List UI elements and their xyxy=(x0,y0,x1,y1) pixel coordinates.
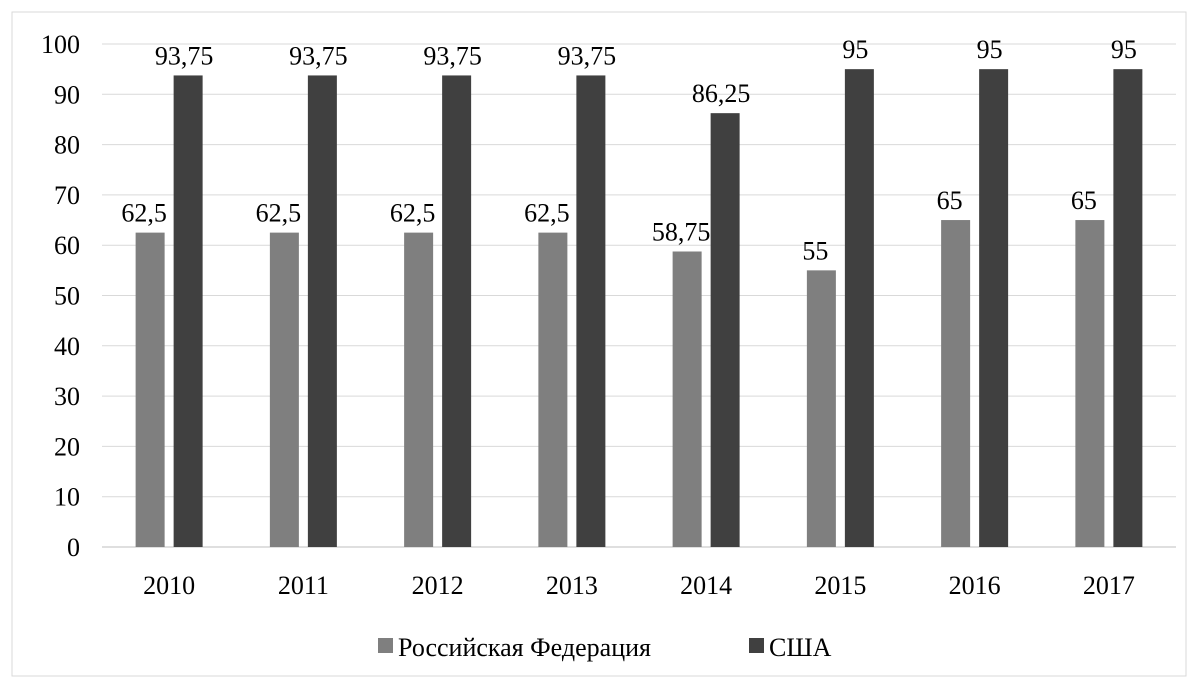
bar xyxy=(844,69,874,548)
bar xyxy=(442,75,472,547)
x-tick-label: 2012 xyxy=(412,571,464,600)
value-label: 93,75 xyxy=(558,41,617,70)
bar xyxy=(1075,220,1105,548)
value-label: 55 xyxy=(802,236,828,265)
value-label: 62,5 xyxy=(524,199,570,228)
y-tick-label: 60 xyxy=(54,231,80,260)
y-tick-label: 80 xyxy=(54,131,80,160)
value-label: 58,75 xyxy=(652,217,711,246)
y-tick-label: 50 xyxy=(54,282,80,311)
x-tick-label: 2014 xyxy=(680,571,732,600)
y-tick-label: 10 xyxy=(54,483,80,512)
y-tick-label: 70 xyxy=(54,181,80,210)
value-label: 95 xyxy=(977,35,1003,64)
y-tick-label: 90 xyxy=(54,80,80,109)
bar xyxy=(672,251,702,548)
x-tick-label: 2017 xyxy=(1083,571,1135,600)
x-tick-label: 2016 xyxy=(949,571,1001,600)
value-label: 65 xyxy=(937,186,963,215)
y-tick-label: 100 xyxy=(41,30,80,59)
x-tick-label: 2011 xyxy=(278,571,329,600)
bar xyxy=(1113,69,1143,548)
value-label: 93,75 xyxy=(155,41,214,70)
value-label: 95 xyxy=(1111,35,1137,64)
y-tick-label: 0 xyxy=(67,533,80,562)
value-label: 93,75 xyxy=(289,41,348,70)
value-label: 62,5 xyxy=(121,199,167,228)
y-tick-label: 30 xyxy=(54,382,80,411)
x-tick-label: 2015 xyxy=(814,571,866,600)
legend-swatch xyxy=(749,638,764,653)
value-label: 93,75 xyxy=(423,41,482,70)
bar xyxy=(404,232,434,547)
bar xyxy=(538,232,568,547)
value-label: 62,5 xyxy=(256,199,302,228)
value-label: 62,5 xyxy=(390,199,436,228)
x-tick-label: 2013 xyxy=(546,571,598,600)
value-label: 65 xyxy=(1071,186,1097,215)
y-tick-label: 40 xyxy=(54,332,80,361)
bar xyxy=(576,75,606,547)
bar xyxy=(307,75,337,547)
x-tick-label: 2010 xyxy=(143,571,195,600)
bar xyxy=(941,220,971,548)
value-label: 86,25 xyxy=(692,79,751,108)
legend-label: Российская Федерация xyxy=(398,633,651,662)
bar xyxy=(173,75,203,547)
bar xyxy=(269,232,299,547)
bar xyxy=(135,232,165,547)
value-label: 95 xyxy=(842,35,868,64)
bar xyxy=(710,113,740,547)
bar xyxy=(979,69,1009,548)
bar xyxy=(806,270,836,547)
legend-label: США xyxy=(769,633,832,662)
y-tick-label: 20 xyxy=(54,432,80,461)
legend-swatch xyxy=(378,638,393,653)
